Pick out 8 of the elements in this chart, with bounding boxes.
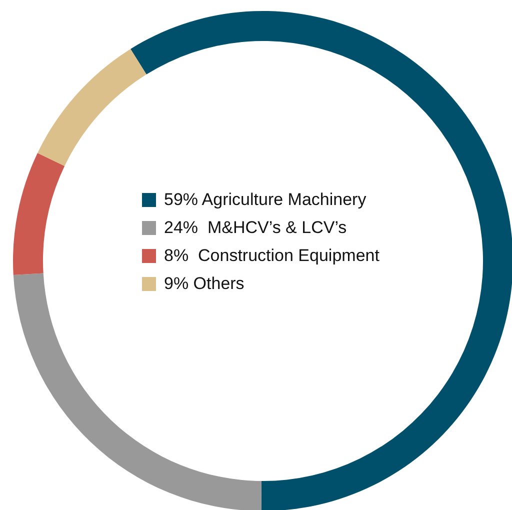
legend-label: 59% Agriculture Machinery [164,190,366,210]
donut-slice [13,152,65,275]
legend-label: 8% Construction Equipment [164,246,380,266]
donut-slice [13,273,262,510]
legend-label: 9% Others [164,274,244,294]
donut-slice [130,11,512,510]
donut-slice [38,48,146,166]
legend-label: 24% M&HCV’s & LCV’s [164,218,347,238]
